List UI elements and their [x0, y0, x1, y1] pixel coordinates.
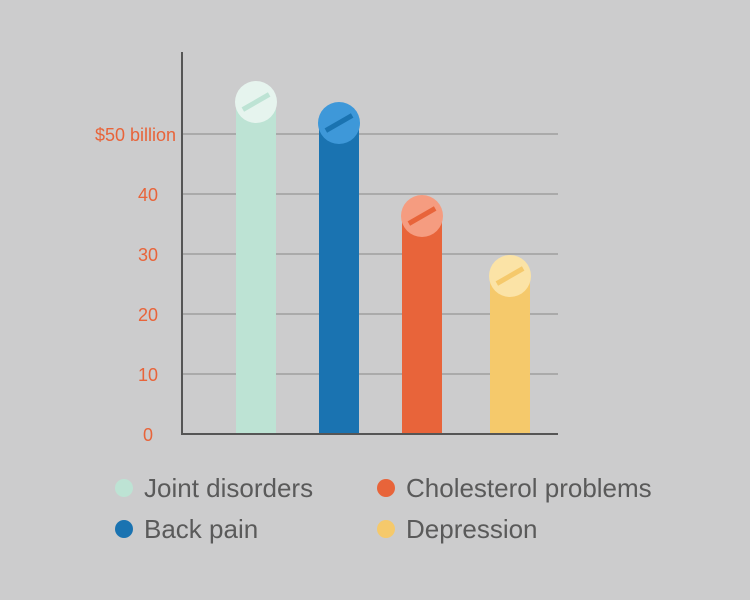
bar-joint-disorders — [236, 104, 276, 434]
pill-stripe-joint-disorders — [241, 92, 271, 112]
y-tick-label-0: 0 — [143, 425, 153, 445]
legend-label-back-pain: Back pain — [144, 513, 259, 544]
bar-back-pain — [319, 125, 359, 434]
y-tick-label-10: 10 — [138, 365, 158, 385]
bar-cholesterol-problems — [402, 218, 442, 434]
legend: Joint disorders Cholesterol problems Bac… — [115, 473, 735, 544]
legend-label-depression: Depression — [406, 513, 538, 544]
axes — [181, 52, 558, 435]
legend-swatch-cholesterol-problems — [377, 479, 395, 497]
legend-item-back-pain: Back pain — [115, 514, 377, 544]
bar-group-joint-disorders — [235, 81, 277, 434]
bar-depression — [490, 278, 530, 434]
legend-swatch-depression — [377, 520, 395, 538]
bar-group-back-pain — [318, 102, 360, 434]
y-tick-label-50: $50 billion — [95, 125, 176, 145]
y-tick-labels: 0 10 20 30 40 $50 billion — [95, 125, 176, 445]
legend-swatch-joint-disorders — [115, 479, 133, 497]
pill-stripe-cholesterol-problems — [407, 206, 437, 226]
legend-item-depression: Depression — [377, 514, 717, 544]
pill-stripe-back-pain — [324, 113, 354, 133]
y-tick-label-30: 30 — [138, 245, 158, 265]
legend-swatch-back-pain — [115, 520, 133, 538]
pill-stripe-depression — [495, 266, 525, 286]
legend-label-cholesterol-problems: Cholesterol problems — [406, 472, 652, 503]
y-tick-label-20: 20 — [138, 305, 158, 325]
bar-group-cholesterol-problems — [401, 195, 443, 434]
y-tick-label-40: 40 — [138, 185, 158, 205]
legend-item-cholesterol-problems: Cholesterol problems — [377, 473, 717, 503]
bar-group-depression — [489, 255, 531, 434]
legend-label-joint-disorders: Joint disorders — [144, 472, 314, 503]
legend-item-joint-disorders: Joint disorders — [115, 473, 377, 503]
bars — [235, 81, 531, 434]
